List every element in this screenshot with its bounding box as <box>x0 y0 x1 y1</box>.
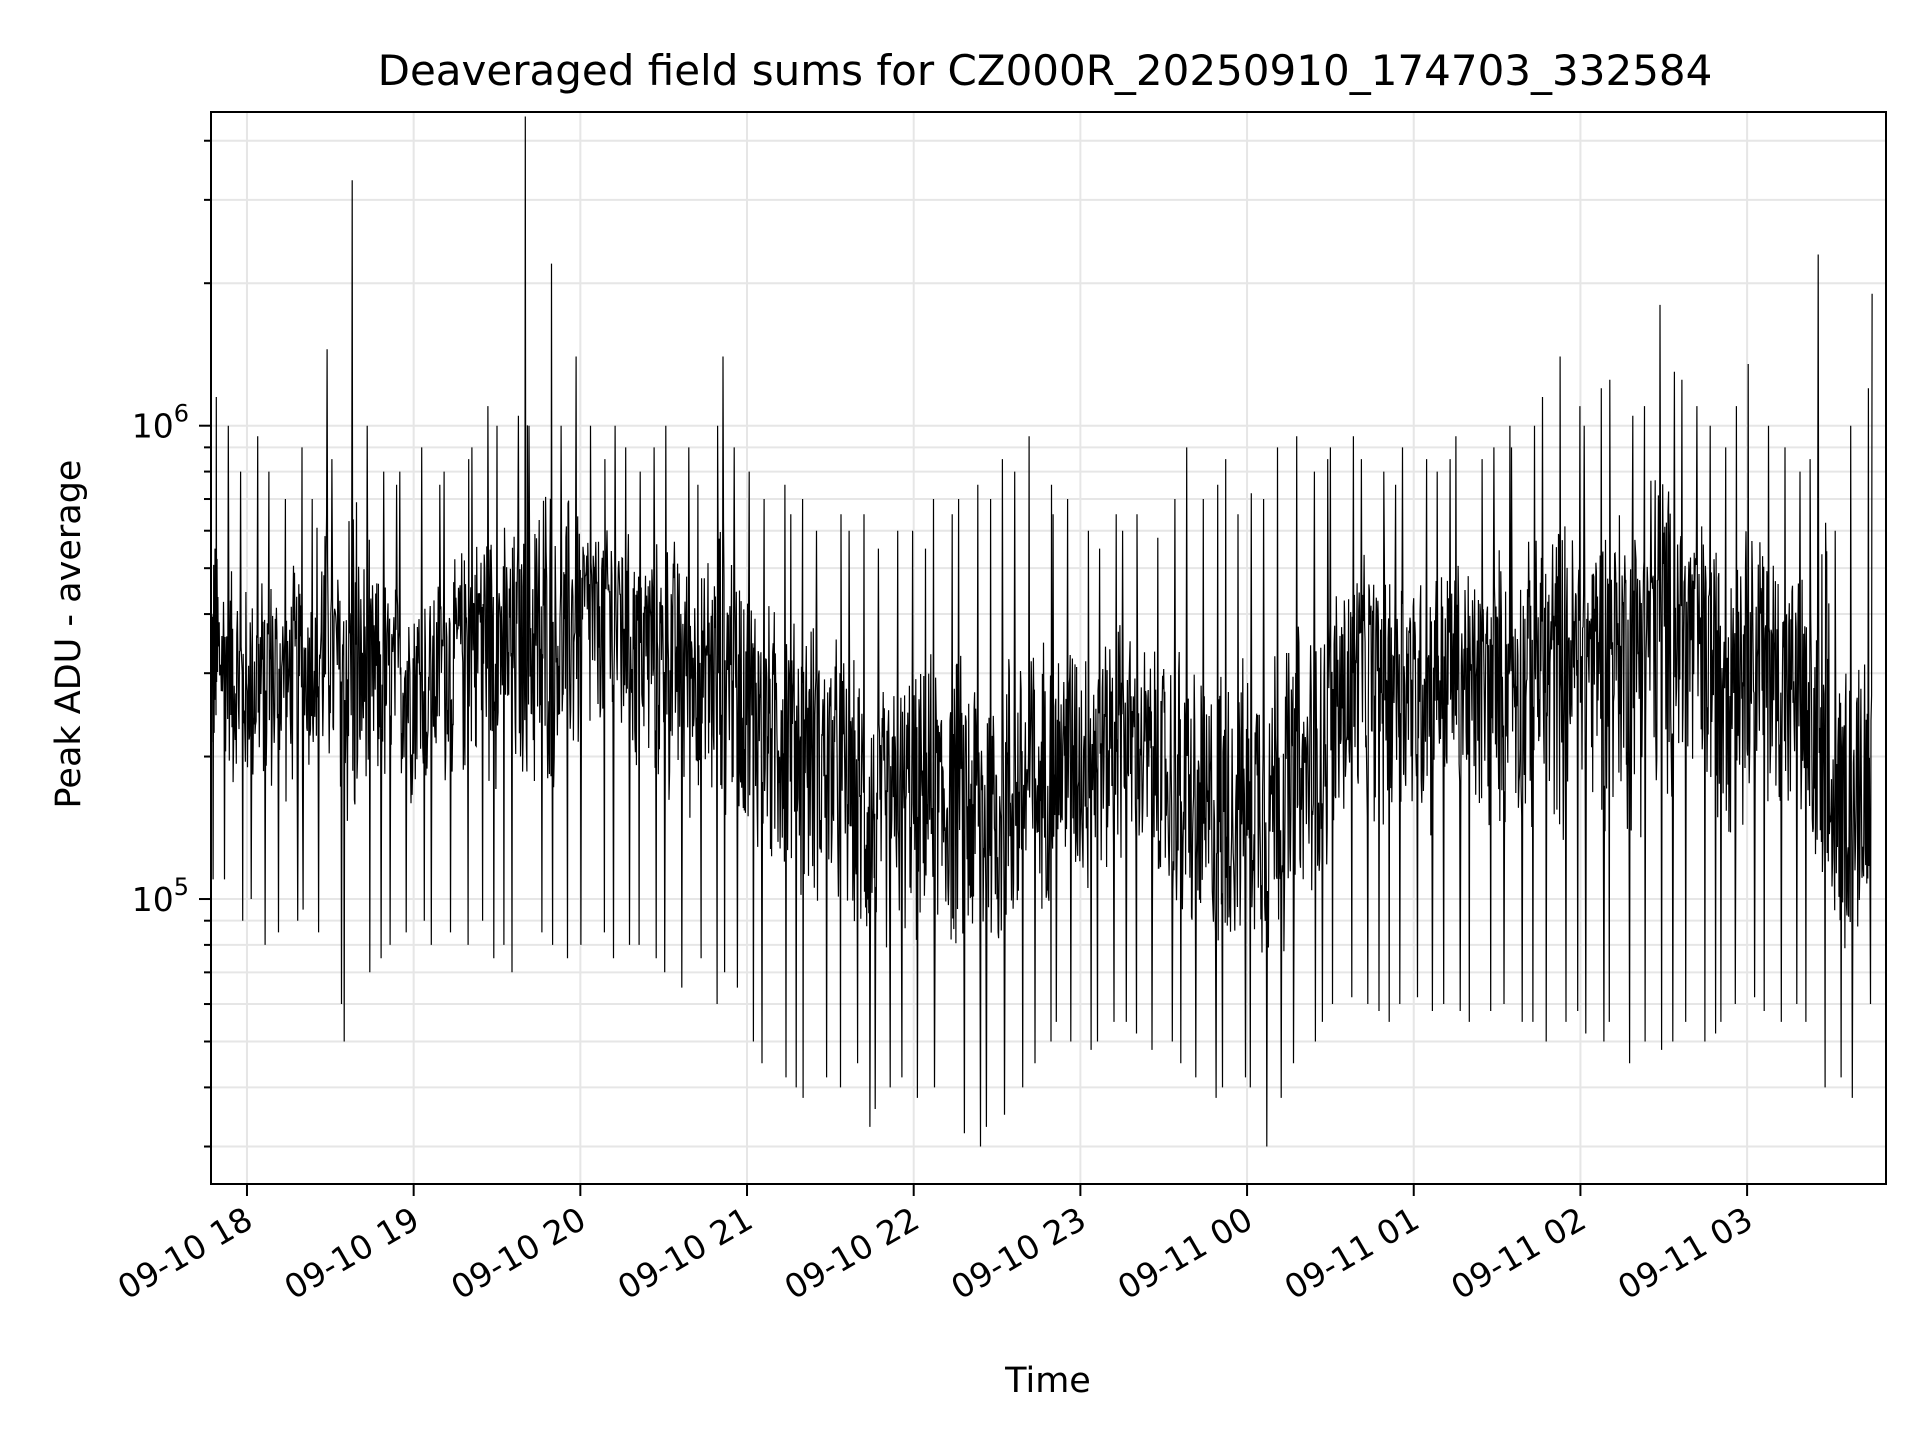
y-tick-label: 105 <box>132 873 189 919</box>
plot-area <box>211 116 1873 1147</box>
series-line <box>211 116 1873 1147</box>
y-axis-label: Peak ADU - average <box>49 460 89 809</box>
series-layer <box>211 116 1873 1147</box>
x-axis-label: Time <box>1004 1361 1091 1401</box>
y-axis: 105 106 <box>132 139 211 1148</box>
plot-frame <box>210 111 1887 1185</box>
chart-title: Deaveraged field sums for CZ000R_2025091… <box>378 46 1713 95</box>
y-tick-label: 106 <box>132 400 189 446</box>
